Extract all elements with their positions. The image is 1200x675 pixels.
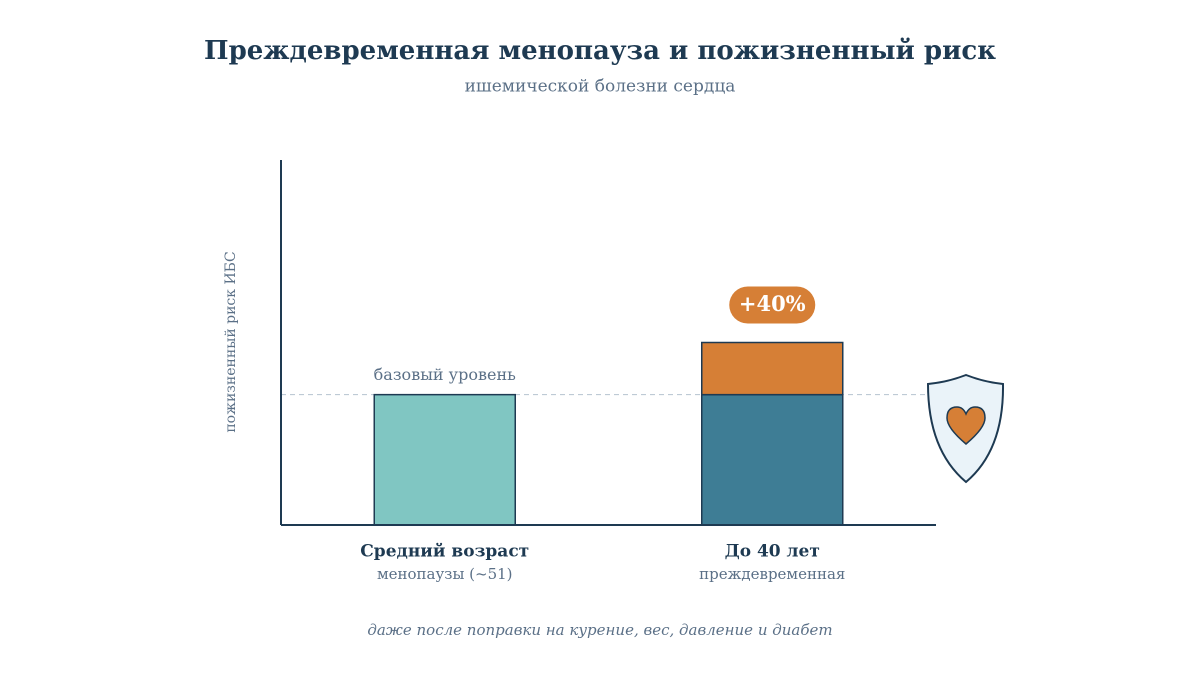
value-label-pill <box>729 286 816 324</box>
chart-subtitle: ишемической болезни сердца <box>465 77 736 97</box>
bar <box>701 341 844 396</box>
bar <box>373 393 516 526</box>
chart-title: Преждевременная менопауза и пожизненный … <box>204 36 996 66</box>
y-axis-label: пожизненный риск ИБС <box>223 251 239 432</box>
x-tick-sublabel: преждевременная <box>699 565 845 583</box>
x-tick-sublabel: менопаузы (~51) <box>377 565 513 583</box>
baseline-annotation: базовый уровень <box>374 365 516 384</box>
x-tick-label: Средний возраст <box>360 542 529 562</box>
footnote: даже после поправки на курение, вес, дав… <box>367 621 832 639</box>
bar <box>701 393 844 526</box>
x-tick-label: До 40 лет <box>725 542 820 562</box>
value-label: +40% <box>739 291 806 316</box>
shield-icon <box>926 373 1005 484</box>
